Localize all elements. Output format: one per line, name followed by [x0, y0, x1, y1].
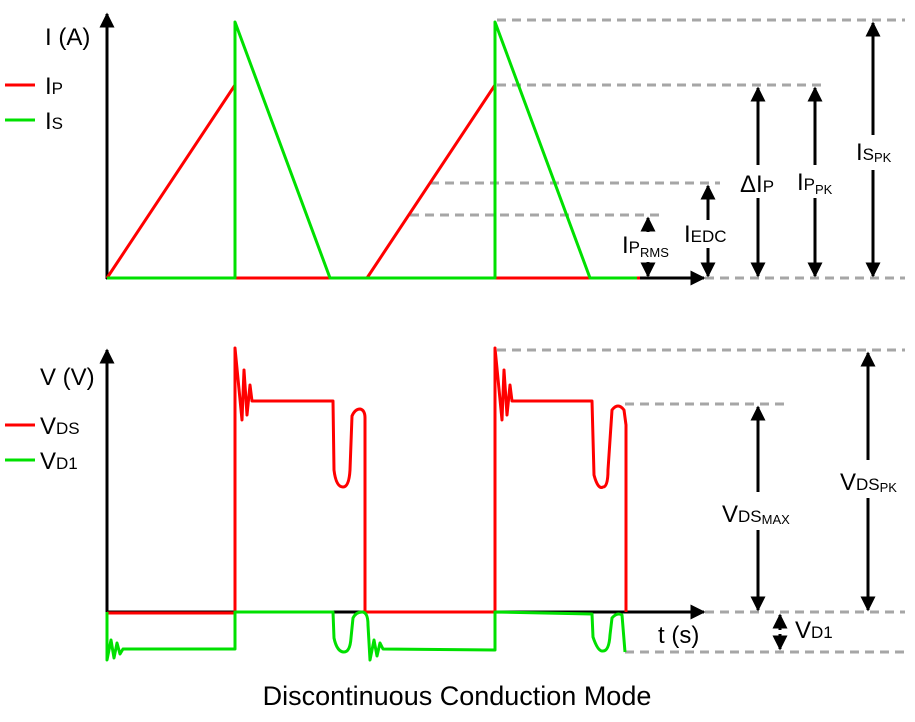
vdspk-label: VDSPK: [840, 469, 897, 496]
ippk-label: IPPK: [797, 169, 833, 197]
current-y-axis-label: I (A): [45, 24, 90, 51]
is-waveform: [107, 20, 637, 280]
guide-lines: [410, 18, 905, 280]
ispk-label: ISPK: [856, 139, 892, 166]
delta-ip-label: ΔIP: [740, 171, 774, 198]
guide-lines: [497, 348, 905, 654]
vd1-label: VD1: [795, 617, 833, 644]
legend-vds: VDS: [5, 413, 80, 440]
voltage-plot: V (V) VDS VD1 t (s) VDSMAX VDSPK VD1: [5, 346, 905, 662]
vd1-waveform: [105, 610, 627, 662]
legend-is: IS: [5, 108, 63, 135]
time-axis-label: t (s): [658, 622, 699, 649]
legend-vd1-label: VD1: [40, 448, 78, 475]
legend-ip-label: IP: [45, 73, 63, 100]
legend-vd1: VD1: [5, 448, 78, 475]
vdsmax-label: VDSMAX: [722, 501, 790, 528]
iedc-label: IEDC: [684, 221, 727, 248]
ip-waveform: [105, 83, 640, 280]
legend-ip: IP: [5, 73, 63, 100]
diagram-title: Discontinuous Conduction Mode: [263, 681, 652, 711]
legend-is-label: IS: [45, 108, 63, 135]
legend-vds-label: VDS: [40, 413, 80, 440]
iprms-label: IPRMS: [622, 232, 669, 260]
vds-waveform: [107, 346, 628, 615]
current-plot: I (A) IP IS IPRMS IEDC ΔIP IPPK ISPK: [5, 12, 905, 286]
voltage-y-axis-label: V (V): [40, 364, 95, 391]
